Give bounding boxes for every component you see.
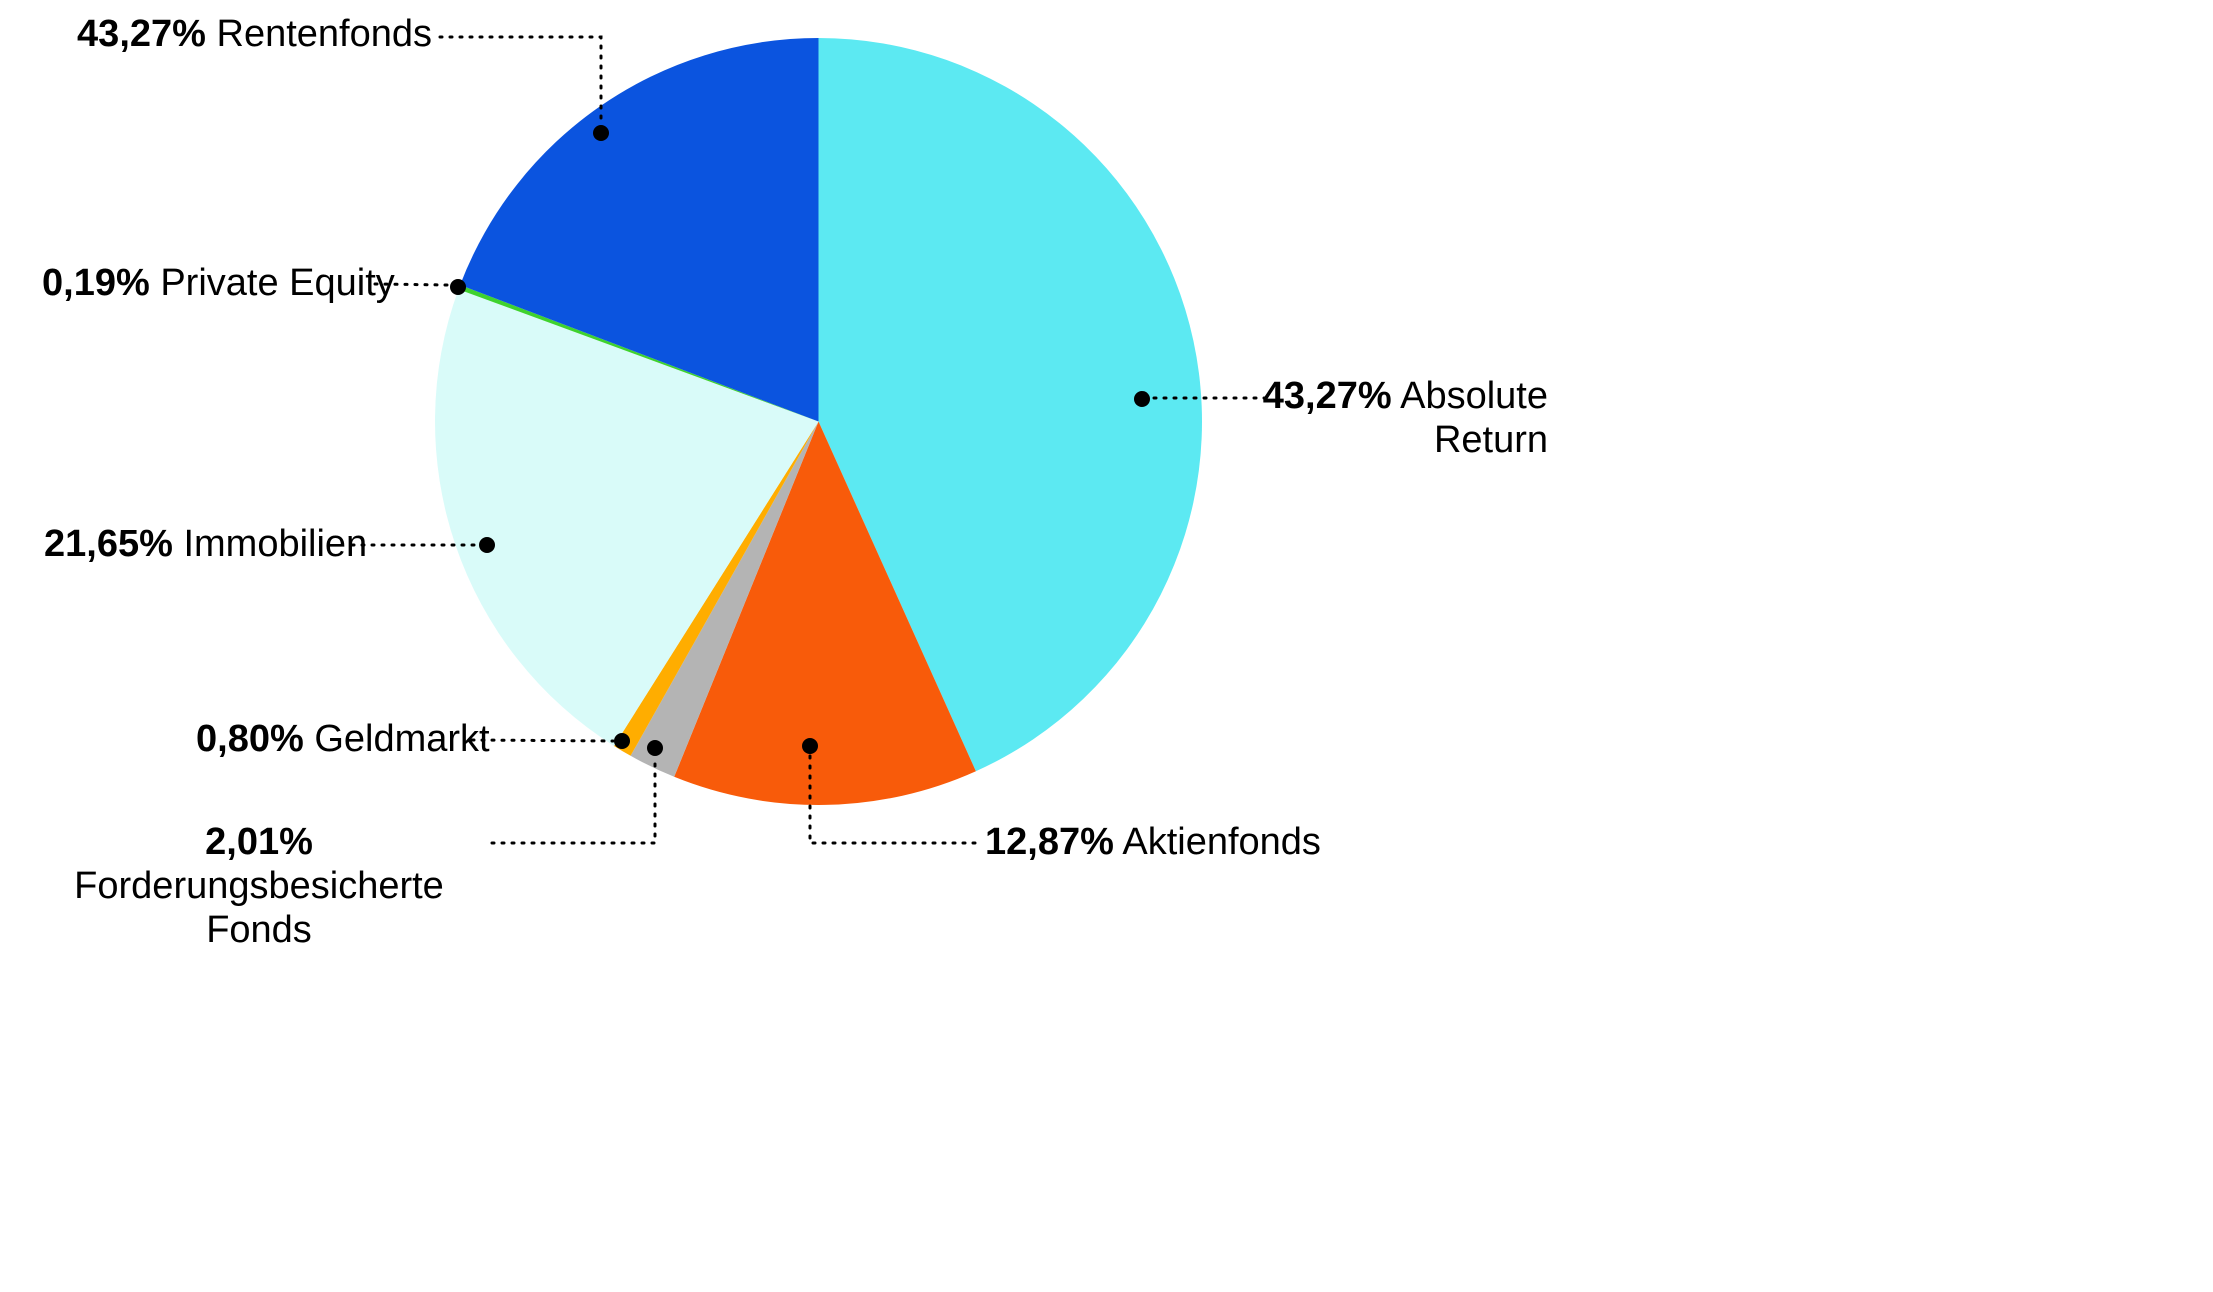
label-rentenfonds-percent: 43,27% <box>77 13 206 55</box>
pie-slice-forderungsbesicherte-fonds <box>630 421 819 777</box>
label-aktienfonds-percent: 12,87% <box>985 821 1114 863</box>
pie-slice-private-equity <box>458 285 819 422</box>
label-forderungsbesicherte-fonds: 2,01% Forderungsbesicherte Fonds <box>28 820 490 952</box>
leader-geldmarkt <box>470 738 615 743</box>
dot-geldmarkt <box>614 733 630 749</box>
pie-slice-rentenfonds <box>460 38 819 422</box>
label-rentenfonds-name: Rentenfonds <box>216 13 433 55</box>
pie-slice-immobilien <box>435 289 819 746</box>
label-forderung-percent: 2,01% <box>205 821 313 863</box>
pie-slice-aktienfonds <box>674 421 976 805</box>
dot-immobilien <box>479 537 495 553</box>
leader-private-equity <box>373 282 451 287</box>
pie-slice-absolute-return <box>818 38 1203 772</box>
label-absolute-name: Absolute Return <box>1400 375 1548 461</box>
label-geldmarkt-name: Geldmarkt <box>314 718 490 760</box>
label-aktienfonds-name: Aktienfonds <box>1122 821 1321 863</box>
label-geldmarkt: 0,80% Geldmarkt <box>196 717 490 761</box>
label-absolute-percent: 43,27% <box>1262 375 1392 417</box>
label-immobilien-percent: 21,65% <box>44 523 173 565</box>
label-geldmarkt-percent: 0,80% <box>196 718 304 760</box>
label-rentenfonds: 43,27% Rentenfonds <box>77 12 432 56</box>
label-absolute-return: 43,27% Absolute Return <box>1248 374 1548 462</box>
label-immobilien: 21,65% Immobilien <box>44 522 367 566</box>
dot-forderung <box>647 740 663 756</box>
label-private-equity-percent: 0,19% <box>42 262 150 304</box>
label-private-equity-name: Private Equity <box>160 262 395 304</box>
label-aktienfonds: 12,87% Aktienfonds <box>985 820 1321 864</box>
leader-forderung <box>490 755 657 845</box>
leader-rentenfonds <box>438 35 603 128</box>
label-private-equity: 0,19% Private Equity <box>42 261 395 305</box>
pie-slice-geldmarkt <box>614 421 819 756</box>
label-forderung-name: Forderungsbesicherte Fonds <box>74 865 444 951</box>
dot-rentenfonds <box>593 125 609 141</box>
label-immobilien-name: Immobilien <box>183 523 368 565</box>
pie-slices <box>435 38 1203 805</box>
dot-aktienfonds <box>802 738 818 754</box>
dot-absolute <box>1134 391 1150 407</box>
dot-private-equity <box>450 279 466 295</box>
